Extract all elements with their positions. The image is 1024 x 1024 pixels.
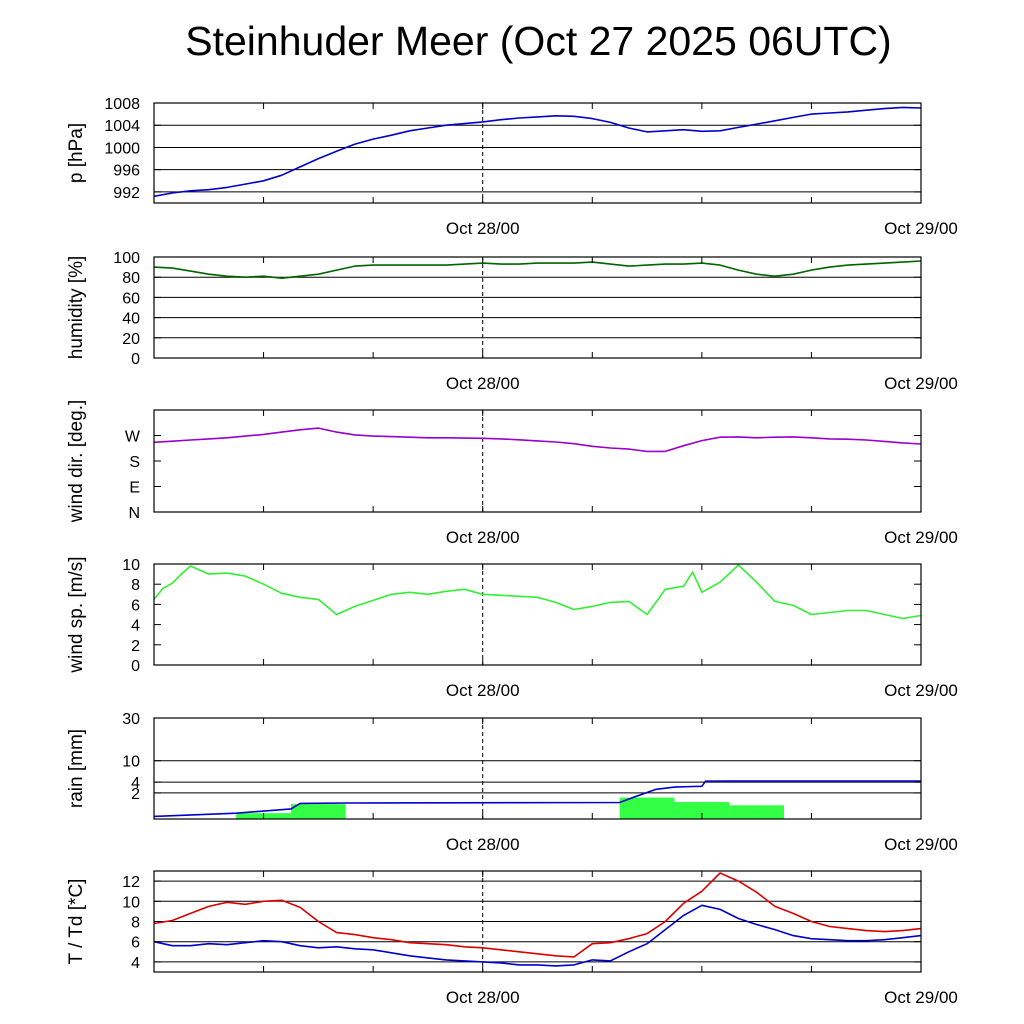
rain-bar: [729, 805, 785, 819]
y-axis-label: wind sp. [m/s]: [66, 556, 87, 673]
y-tick-label: N: [128, 505, 140, 522]
y-tick-label: 8: [131, 577, 140, 594]
series-line-wind-speed: [153, 564, 922, 620]
rain-bar: [619, 797, 675, 819]
rain-bar: [674, 801, 730, 819]
y-tick-label: 6: [131, 597, 140, 614]
plot-frame: [153, 717, 922, 820]
y-tick-label: 996: [113, 163, 140, 180]
series-line-T: [153, 872, 922, 958]
y-tick-label: 40: [122, 311, 140, 328]
x-tick-label: Oct 29/00: [884, 219, 958, 238]
x-tick-label: Oct 29/00: [884, 528, 958, 547]
y-tick-label: 12: [122, 874, 140, 891]
y-tick-label: 4: [131, 775, 140, 792]
plot-frame: [153, 102, 922, 204]
y-tick-label: E: [129, 480, 140, 497]
y-tick-label: 10: [122, 754, 140, 771]
y-tick-label: 992: [113, 185, 140, 202]
x-tick-label: Oct 28/00: [446, 528, 520, 547]
y-tick-label: 10: [122, 557, 140, 574]
x-tick-label: Oct 29/00: [884, 835, 958, 854]
y-axis-label: rain [mm]: [66, 729, 87, 808]
y-tick-label: 4: [131, 618, 140, 635]
series-line-humidity: [153, 260, 922, 280]
plot-frame: [153, 409, 922, 513]
series-line-accumulated-rain: [153, 780, 921, 818]
x-tick-label: Oct 29/00: [884, 374, 958, 393]
y-tick-label: 0: [131, 658, 140, 675]
y-tick-label: 100: [113, 250, 140, 267]
y-tick-label: 60: [122, 290, 140, 307]
y-tick-label: 1004: [104, 118, 140, 135]
plot-frame: [153, 256, 922, 359]
y-tick-label: 20: [122, 331, 140, 348]
y-tick-label: 1000: [104, 140, 140, 157]
y-tick-label: 4: [131, 955, 140, 972]
series-line-wind-direction: [153, 427, 922, 453]
panel-windspeed: 0 2 4 6 8 10 Oct 28/00 Oct 29/00 wind sp. [m/s]: [66, 556, 958, 700]
y-tick-label: 1008: [104, 96, 140, 113]
x-tick-label: Oct 28/00: [446, 988, 520, 1007]
y-axis-label: p [hPa]: [66, 123, 87, 183]
x-tick-label: Oct 29/00: [884, 988, 958, 1007]
y-tick-label: W: [125, 429, 141, 446]
y-axis-label: T / Td [*C]: [66, 879, 87, 965]
y-tick-label: 6: [131, 935, 140, 952]
x-tick-label: Oct 28/00: [446, 835, 520, 854]
panel-rain: 24 10 30 Oct 28/00 Oct 29/00 rain [mm]: [66, 711, 958, 854]
panel-humidity: 0 20 40 60 80 100 Oct 28/00 Oct 29/00 humidity […: [66, 250, 958, 393]
panel-pressure: 992 996 1000 1004 1008 Oct 28/00 Oct 29/00 p [h…: [66, 96, 958, 238]
chart-title: Steinhuder Meer (Oct 27 2025 06UTC): [185, 18, 892, 64]
y-tick-label: 2: [131, 638, 140, 655]
x-tick-label: Oct 29/00: [884, 681, 958, 700]
x-tick-label: Oct 28/00: [446, 681, 520, 700]
y-tick-label: 2: [131, 786, 140, 803]
y-tick-label: 80: [122, 270, 140, 287]
y-tick-label: 8: [131, 915, 140, 932]
y-axis-label: humidity [%]: [66, 256, 87, 359]
x-tick-label: Oct 28/00: [446, 374, 520, 393]
panel-temperature: 4 6 8 10 12 Oct 28/00 Oct 29/00 T / Td [*C]: [66, 870, 958, 1007]
series-line-pressure: [153, 106, 922, 198]
y-tick-label: 0: [131, 351, 140, 368]
rain-bar: [290, 804, 346, 819]
x-tick-label: Oct 28/00: [446, 219, 520, 238]
y-tick-label: 10: [122, 894, 140, 911]
y-tick-label: 30: [122, 711, 140, 728]
y-axis-label: wind dir. [deg.]: [66, 400, 87, 524]
plot-frame: [153, 563, 922, 666]
y-tick-label: S: [129, 454, 140, 471]
series-line-Td: [153, 904, 922, 967]
